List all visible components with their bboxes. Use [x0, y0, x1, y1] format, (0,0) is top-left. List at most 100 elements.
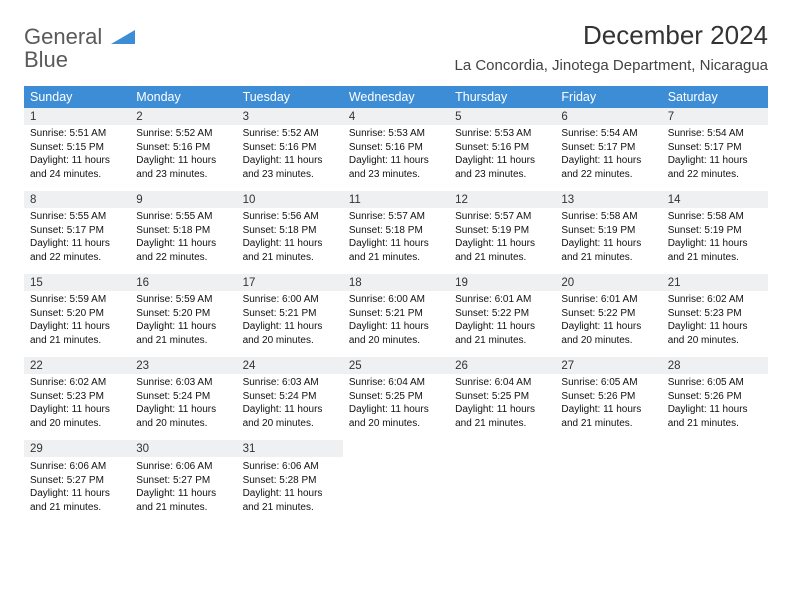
day-details: Sunrise: 6:05 AMSunset: 5:26 PMDaylight:…	[662, 374, 768, 440]
logo-text: General Blue	[24, 26, 135, 72]
week-body-row: Sunrise: 6:02 AMSunset: 5:23 PMDaylight:…	[24, 374, 768, 440]
logo-text-line1: General	[24, 24, 102, 49]
daylight-line: Daylight: 11 hours and 20 minutes.	[561, 320, 655, 347]
day-number: 19	[449, 274, 555, 291]
day-body-cell: Sunrise: 6:03 AMSunset: 5:24 PMDaylight:…	[237, 374, 343, 440]
day-number-cell: 9	[130, 191, 236, 208]
daylight-line: Daylight: 11 hours and 20 minutes.	[349, 403, 443, 430]
sunset-line: Sunset: 5:22 PM	[455, 307, 549, 321]
sunset-line: Sunset: 5:26 PM	[561, 390, 655, 404]
day-body-cell: Sunrise: 5:56 AMSunset: 5:18 PMDaylight:…	[237, 208, 343, 274]
sunset-line: Sunset: 5:25 PM	[349, 390, 443, 404]
daylight-line: Daylight: 11 hours and 22 minutes.	[30, 237, 124, 264]
day-header-row: Sunday Monday Tuesday Wednesday Thursday…	[24, 86, 768, 108]
day-details	[555, 458, 661, 470]
sunset-line: Sunset: 5:26 PM	[668, 390, 762, 404]
day-details	[662, 458, 768, 470]
sunrise-line: Sunrise: 6:06 AM	[243, 460, 337, 474]
day-number-cell: 20	[555, 274, 661, 291]
day-number-cell: 23	[130, 357, 236, 374]
daylight-line: Daylight: 11 hours and 20 minutes.	[349, 320, 443, 347]
empty-day	[343, 440, 449, 458]
day-body-cell	[555, 458, 661, 524]
day-number: 23	[130, 357, 236, 374]
day-number-cell: 4	[343, 108, 449, 125]
sunrise-line: Sunrise: 5:54 AM	[561, 127, 655, 141]
day-body-cell: Sunrise: 6:01 AMSunset: 5:22 PMDaylight:…	[449, 291, 555, 357]
day-number: 13	[555, 191, 661, 208]
day-body-cell: Sunrise: 6:01 AMSunset: 5:22 PMDaylight:…	[555, 291, 661, 357]
sunset-line: Sunset: 5:16 PM	[136, 141, 230, 155]
day-number: 28	[662, 357, 768, 374]
sunset-line: Sunset: 5:21 PM	[349, 307, 443, 321]
empty-day	[449, 440, 555, 458]
empty-day	[662, 440, 768, 458]
daylight-line: Daylight: 11 hours and 21 minutes.	[668, 237, 762, 264]
day-details: Sunrise: 6:03 AMSunset: 5:24 PMDaylight:…	[237, 374, 343, 440]
day-body-cell: Sunrise: 6:02 AMSunset: 5:23 PMDaylight:…	[662, 291, 768, 357]
sunrise-line: Sunrise: 5:57 AM	[349, 210, 443, 224]
daylight-line: Daylight: 11 hours and 21 minutes.	[30, 320, 124, 347]
day-details: Sunrise: 6:04 AMSunset: 5:25 PMDaylight:…	[449, 374, 555, 440]
sunset-line: Sunset: 5:22 PM	[561, 307, 655, 321]
day-number-cell: 22	[24, 357, 130, 374]
sunrise-line: Sunrise: 5:52 AM	[243, 127, 337, 141]
daylight-line: Daylight: 11 hours and 21 minutes.	[561, 403, 655, 430]
day-body-cell: Sunrise: 6:00 AMSunset: 5:21 PMDaylight:…	[237, 291, 343, 357]
day-number-cell: 25	[343, 357, 449, 374]
sunrise-line: Sunrise: 6:01 AM	[455, 293, 549, 307]
sunset-line: Sunset: 5:19 PM	[561, 224, 655, 238]
sunrise-line: Sunrise: 6:02 AM	[30, 376, 124, 390]
day-details: Sunrise: 5:59 AMSunset: 5:20 PMDaylight:…	[24, 291, 130, 357]
day-number-cell	[555, 440, 661, 458]
day-number: 14	[662, 191, 768, 208]
daylight-line: Daylight: 11 hours and 20 minutes.	[30, 403, 124, 430]
day-header: Monday	[130, 86, 236, 108]
day-number: 29	[24, 440, 130, 457]
day-body-cell: Sunrise: 5:59 AMSunset: 5:20 PMDaylight:…	[24, 291, 130, 357]
sunset-line: Sunset: 5:19 PM	[668, 224, 762, 238]
daylight-line: Daylight: 11 hours and 22 minutes.	[561, 154, 655, 181]
day-details: Sunrise: 5:54 AMSunset: 5:17 PMDaylight:…	[662, 125, 768, 191]
day-number-cell: 16	[130, 274, 236, 291]
day-header: Tuesday	[237, 86, 343, 108]
day-body-cell: Sunrise: 5:54 AMSunset: 5:17 PMDaylight:…	[662, 125, 768, 191]
day-number: 6	[555, 108, 661, 125]
day-number-cell	[662, 440, 768, 458]
day-number-cell: 29	[24, 440, 130, 458]
day-number-cell: 28	[662, 357, 768, 374]
day-body-cell	[449, 458, 555, 524]
day-number: 9	[130, 191, 236, 208]
day-number-cell: 14	[662, 191, 768, 208]
week-number-row: 891011121314	[24, 191, 768, 208]
sunrise-line: Sunrise: 5:53 AM	[455, 127, 549, 141]
day-number: 24	[237, 357, 343, 374]
sunset-line: Sunset: 5:18 PM	[349, 224, 443, 238]
day-number: 18	[343, 274, 449, 291]
sunset-line: Sunset: 5:15 PM	[30, 141, 124, 155]
sunrise-line: Sunrise: 5:58 AM	[668, 210, 762, 224]
sunset-line: Sunset: 5:27 PM	[136, 474, 230, 488]
day-body-cell: Sunrise: 6:03 AMSunset: 5:24 PMDaylight:…	[130, 374, 236, 440]
sunset-line: Sunset: 5:27 PM	[30, 474, 124, 488]
sunrise-line: Sunrise: 6:01 AM	[561, 293, 655, 307]
day-header: Wednesday	[343, 86, 449, 108]
logo-text-line2: Blue	[24, 47, 68, 72]
day-details: Sunrise: 6:06 AMSunset: 5:27 PMDaylight:…	[24, 458, 130, 524]
day-body-cell: Sunrise: 5:52 AMSunset: 5:16 PMDaylight:…	[130, 125, 236, 191]
sunrise-line: Sunrise: 6:03 AM	[136, 376, 230, 390]
day-number: 16	[130, 274, 236, 291]
day-details: Sunrise: 6:06 AMSunset: 5:28 PMDaylight:…	[237, 458, 343, 524]
sunrise-line: Sunrise: 5:59 AM	[30, 293, 124, 307]
day-details: Sunrise: 6:06 AMSunset: 5:27 PMDaylight:…	[130, 458, 236, 524]
sunset-line: Sunset: 5:16 PM	[243, 141, 337, 155]
day-details: Sunrise: 6:00 AMSunset: 5:21 PMDaylight:…	[237, 291, 343, 357]
day-body-cell: Sunrise: 5:53 AMSunset: 5:16 PMDaylight:…	[449, 125, 555, 191]
day-number: 21	[662, 274, 768, 291]
sunrise-line: Sunrise: 6:03 AM	[243, 376, 337, 390]
day-body-cell: Sunrise: 5:51 AMSunset: 5:15 PMDaylight:…	[24, 125, 130, 191]
day-body-cell: Sunrise: 5:52 AMSunset: 5:16 PMDaylight:…	[237, 125, 343, 191]
day-body-cell: Sunrise: 5:55 AMSunset: 5:18 PMDaylight:…	[130, 208, 236, 274]
sunrise-line: Sunrise: 5:59 AM	[136, 293, 230, 307]
day-number-cell: 3	[237, 108, 343, 125]
